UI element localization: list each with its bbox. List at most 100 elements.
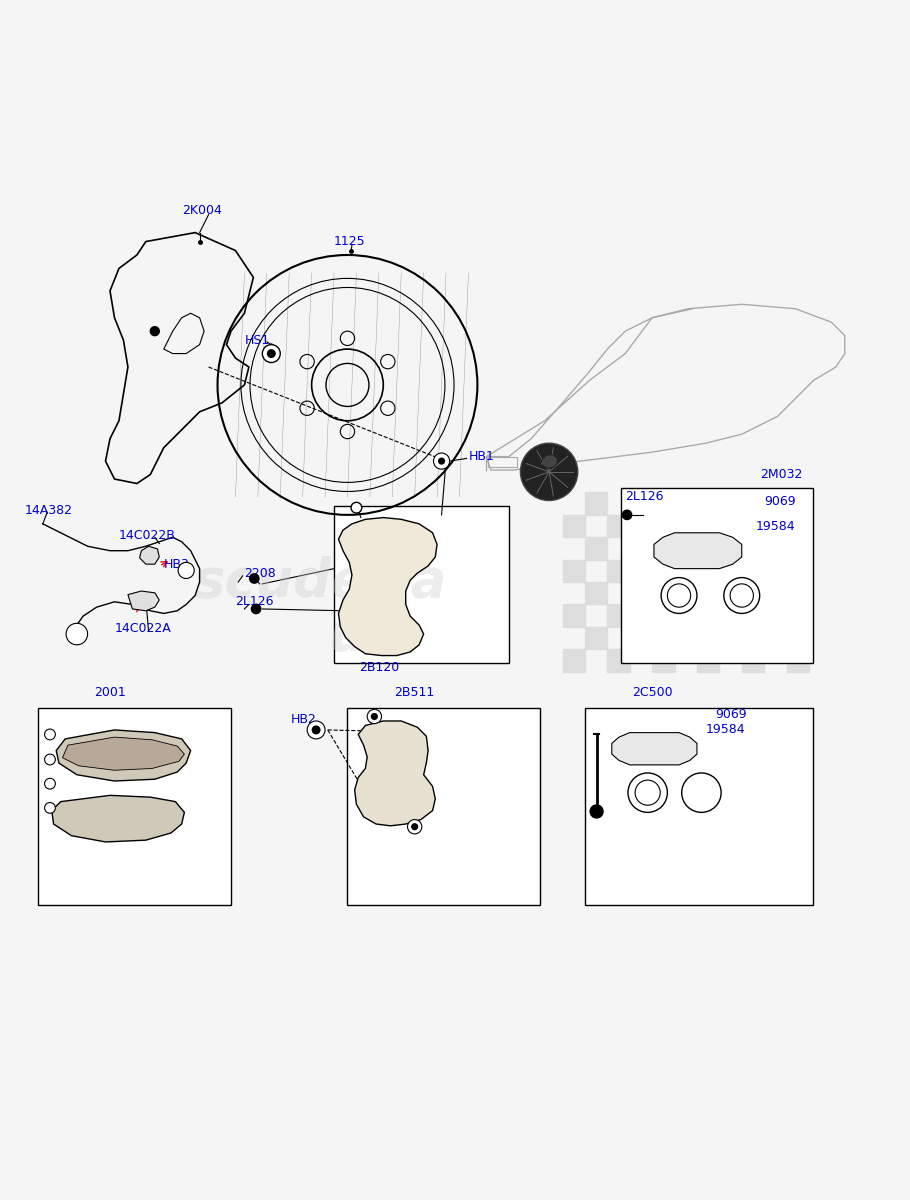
Polygon shape <box>612 733 697 764</box>
Text: uk: uk <box>329 610 401 662</box>
Circle shape <box>66 623 87 644</box>
Bar <box>562 559 585 582</box>
Circle shape <box>411 823 419 830</box>
Bar <box>562 605 585 626</box>
Text: 2208: 2208 <box>245 566 276 580</box>
Circle shape <box>249 574 259 584</box>
Bar <box>697 515 719 538</box>
Bar <box>585 626 607 649</box>
Circle shape <box>45 779 56 790</box>
Bar <box>652 605 674 626</box>
Text: 2K004: 2K004 <box>182 204 221 217</box>
Polygon shape <box>52 796 185 842</box>
Bar <box>697 649 719 672</box>
Circle shape <box>150 326 159 336</box>
Text: 1125: 1125 <box>334 235 366 248</box>
Text: scuderia: scuderia <box>194 556 448 608</box>
Text: HB2: HB2 <box>291 713 317 726</box>
Bar <box>585 708 814 905</box>
Circle shape <box>590 804 603 818</box>
Text: HB1: HB1 <box>469 450 494 463</box>
Circle shape <box>45 803 56 814</box>
Bar <box>334 506 509 662</box>
Bar <box>764 626 786 649</box>
Bar <box>562 515 585 538</box>
Bar <box>742 515 764 538</box>
Text: HB3: HB3 <box>164 558 189 571</box>
Bar <box>585 538 607 559</box>
Bar <box>674 492 697 515</box>
Text: 9069: 9069 <box>764 494 795 508</box>
Text: 2B120: 2B120 <box>359 661 399 673</box>
Text: 14C022B: 14C022B <box>119 529 176 542</box>
Bar <box>630 626 652 649</box>
Text: 2B511: 2B511 <box>395 685 435 698</box>
Bar <box>786 649 809 672</box>
Polygon shape <box>355 721 435 826</box>
Bar <box>719 538 742 559</box>
Bar <box>742 649 764 672</box>
Circle shape <box>351 503 362 514</box>
Circle shape <box>370 713 378 720</box>
Bar <box>562 649 585 672</box>
Bar <box>742 605 764 626</box>
Text: 14C022A: 14C022A <box>115 622 171 635</box>
Bar <box>348 708 541 905</box>
Bar <box>764 582 786 605</box>
Bar <box>697 605 719 626</box>
Bar <box>607 515 630 538</box>
Bar <box>38 708 231 905</box>
Text: 9069: 9069 <box>715 708 746 721</box>
Bar <box>719 626 742 649</box>
Bar <box>630 582 652 605</box>
Bar <box>621 488 814 662</box>
Polygon shape <box>63 737 185 770</box>
Text: 2M032: 2M032 <box>760 468 802 481</box>
Circle shape <box>622 510 632 521</box>
Circle shape <box>262 344 280 362</box>
Bar <box>786 515 809 538</box>
Bar <box>630 492 652 515</box>
Bar <box>652 559 674 582</box>
Bar <box>764 492 786 515</box>
Polygon shape <box>128 592 159 611</box>
Polygon shape <box>654 533 742 569</box>
Circle shape <box>311 726 320 734</box>
Polygon shape <box>541 455 557 468</box>
Circle shape <box>267 349 276 358</box>
Circle shape <box>308 721 325 739</box>
Text: HS1: HS1 <box>245 334 269 347</box>
Bar <box>607 559 630 582</box>
Polygon shape <box>339 517 437 655</box>
Bar <box>585 582 607 605</box>
Text: 2L126: 2L126 <box>236 595 274 608</box>
Bar <box>652 649 674 672</box>
Bar <box>488 457 517 467</box>
Circle shape <box>45 730 56 739</box>
Bar <box>786 605 809 626</box>
Bar <box>719 582 742 605</box>
Circle shape <box>521 443 578 500</box>
Bar <box>697 559 719 582</box>
Text: 2C500: 2C500 <box>632 685 672 698</box>
Text: 2001: 2001 <box>94 685 126 698</box>
Bar <box>674 626 697 649</box>
Polygon shape <box>139 546 159 564</box>
Bar <box>607 649 630 672</box>
Bar <box>652 515 674 538</box>
Bar <box>786 559 809 582</box>
Text: 19584: 19584 <box>706 724 745 737</box>
Circle shape <box>45 754 56 764</box>
Circle shape <box>250 604 261 614</box>
Text: 2L126: 2L126 <box>625 491 663 504</box>
Bar <box>607 605 630 626</box>
Text: 14A382: 14A382 <box>25 504 73 517</box>
Bar <box>764 538 786 559</box>
Circle shape <box>408 820 422 834</box>
Circle shape <box>178 563 194 578</box>
Bar <box>742 559 764 582</box>
Bar <box>674 538 697 559</box>
Bar <box>674 582 697 605</box>
Bar <box>719 492 742 515</box>
Circle shape <box>433 454 450 469</box>
